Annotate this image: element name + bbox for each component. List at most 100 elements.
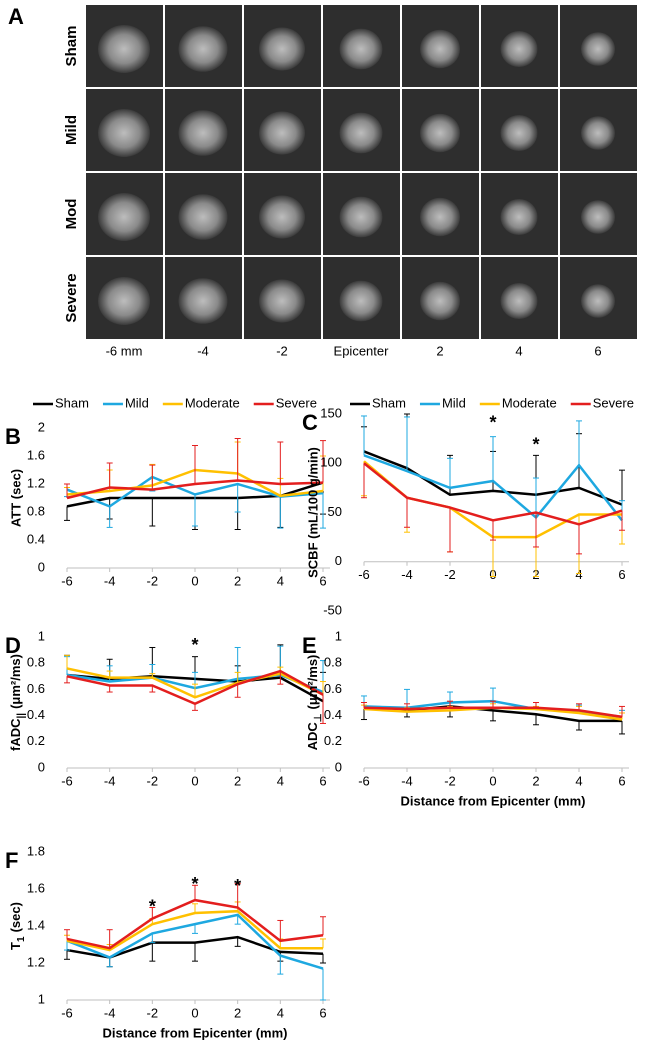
annotation: * (191, 874, 198, 894)
x-tick-label: -2 (147, 1005, 159, 1020)
y-tick-label: 0.8 (27, 655, 45, 670)
series-line (66, 669, 324, 706)
legend-label: Moderate (185, 395, 240, 410)
x-tick-label: 4 (277, 573, 284, 588)
x-tick-label: 6 (618, 567, 625, 582)
x-tick-label: -2 (147, 773, 159, 788)
spinal-cord (259, 195, 305, 239)
y-tick-label: 0 (38, 759, 45, 774)
spinal-cord (420, 197, 460, 237)
panel-label: B (5, 424, 21, 449)
legend-label: Severe (593, 395, 634, 410)
y-tick-label: 0.4 (27, 531, 45, 546)
y-tick-label: 0.8 (324, 655, 342, 670)
annotation: * (489, 413, 496, 433)
panel-label: F (5, 848, 18, 873)
y-tick-label: 100 (320, 455, 342, 470)
y-tick-label: 0.8 (27, 503, 45, 518)
panel-label: A (8, 4, 24, 29)
column-label: -6 mm (106, 343, 143, 358)
y-axis-title: ATT (sec) (8, 469, 23, 527)
series-line (66, 898, 324, 950)
x-tick-label: -2 (444, 773, 456, 788)
y-tick-label: 1.4 (27, 917, 45, 932)
spinal-cord (500, 283, 538, 319)
row-label: Sham (63, 26, 80, 67)
spinal-cord (98, 193, 150, 241)
x-tick-label: -4 (401, 567, 413, 582)
x-tick-label: -6 (61, 1005, 73, 1020)
y-axis-title-unit: (sec) (8, 902, 23, 932)
x-tick-label: 4 (575, 567, 582, 582)
y-tick-label: 0 (335, 553, 342, 568)
x-tick-label: 0 (489, 773, 496, 788)
y-axis-title-unit: (μm²/ms) (8, 654, 23, 709)
x-tick-label: 2 (234, 773, 241, 788)
y-axis-title-sub: || (16, 713, 27, 719)
x-tick-label: 4 (277, 773, 284, 788)
y-tick-label: 1.6 (27, 447, 45, 462)
spinal-cord (339, 112, 383, 154)
x-tick-label: 2 (532, 773, 539, 788)
x-tick-label: -4 (104, 573, 116, 588)
x-tick-label: 6 (319, 773, 326, 788)
legend-label: Mild (442, 395, 466, 410)
y-tick-label: 0 (335, 759, 342, 774)
spinal-cord (178, 110, 228, 156)
spinal-cord (500, 199, 538, 235)
annotation: * (234, 876, 241, 896)
x-tick-label: -6 (358, 567, 370, 582)
spinal-cord (98, 109, 150, 157)
y-axis-title: ADC⊥ (μm²/ms) (305, 655, 323, 751)
spinal-cord (420, 29, 460, 69)
spinal-cord (178, 278, 228, 324)
spinal-cord (420, 113, 460, 153)
spinal-cord (98, 25, 150, 73)
panel-label: E (302, 633, 317, 658)
y-tick-label: 150 (320, 405, 342, 420)
spinal-cord (420, 281, 460, 321)
spinal-cord (178, 194, 228, 240)
legend-label: Moderate (502, 395, 557, 410)
y-axis-title-unit: (μm²/ms) (305, 655, 320, 710)
series-line (363, 462, 623, 526)
y-tick-label: 0 (38, 559, 45, 574)
panel-label: C (302, 410, 318, 435)
y-axis-title-main: ADC (305, 722, 320, 751)
x-tick-label: -2 (444, 567, 456, 582)
legend-label: Sham (55, 395, 89, 410)
row-label: Mod (63, 199, 80, 230)
y-axis-title-sub: ⊥ (313, 713, 324, 722)
x-tick-label: 0 (191, 573, 198, 588)
x-tick-label: 4 (277, 1005, 284, 1020)
column-label: Epicenter (334, 343, 390, 358)
series-line (363, 454, 623, 522)
spinal-cord (339, 196, 383, 238)
column-label: -4 (197, 343, 209, 358)
y-axis-title-sub: 1 (16, 936, 27, 942)
y-tick-label: 0.6 (324, 681, 342, 696)
spinal-cord (581, 116, 615, 150)
y-axis-title-main: fADC (8, 718, 23, 751)
y-tick-label: 2 (38, 419, 45, 434)
x-tick-label: -4 (104, 1005, 116, 1020)
x-tick-label: -6 (61, 773, 73, 788)
y-axis-title: fADC|| (μm²/ms) (8, 654, 26, 751)
spinal-cord (178, 26, 228, 72)
x-tick-label: 6 (319, 573, 326, 588)
y-tick-label: 50 (328, 504, 342, 519)
annotation: * (191, 635, 198, 655)
y-tick-label: 1 (38, 991, 45, 1006)
x-tick-label: 2 (234, 573, 241, 588)
y-tick-label: 1 (38, 628, 45, 643)
spinal-cord (581, 284, 615, 318)
x-tick-label: 6 (618, 773, 625, 788)
legend-label: Sham (372, 395, 406, 410)
x-tick-label: -2 (147, 573, 159, 588)
x-tick-label: 0 (191, 773, 198, 788)
y-tick-label: 0.4 (324, 707, 342, 722)
y-tick-label: 1.2 (27, 475, 45, 490)
legend-label: Mild (125, 395, 149, 410)
y-axis-title: SCBF (mL/100 g/min) (305, 447, 320, 578)
spinal-cord (500, 115, 538, 151)
